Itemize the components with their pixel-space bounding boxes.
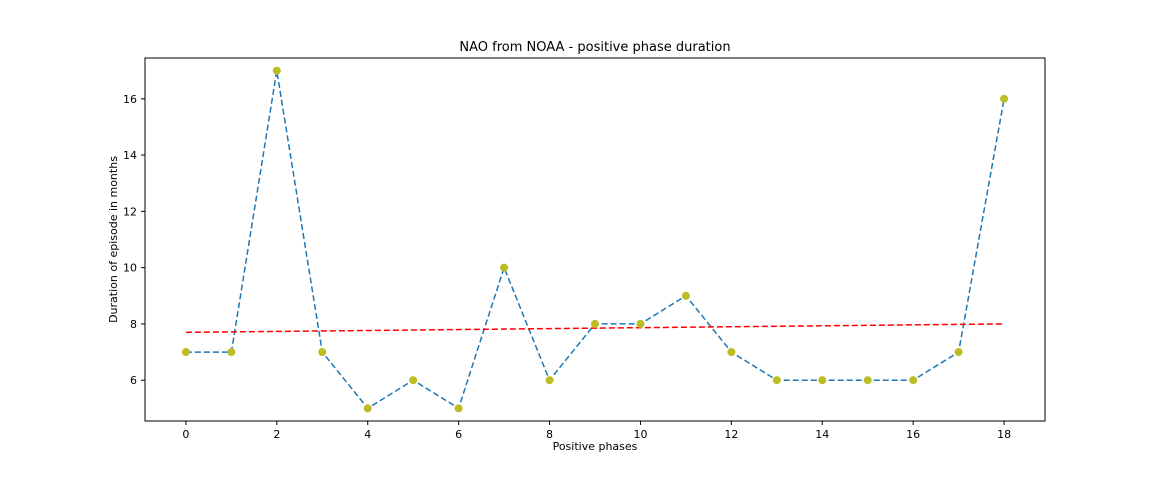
data-point	[727, 348, 736, 357]
y-tick-label: 14	[123, 149, 137, 162]
x-axis: 0 2 4 6 8 10 12 14 16 18	[182, 421, 1011, 441]
data-point	[590, 319, 600, 328]
data-point	[454, 404, 463, 413]
data-point	[818, 376, 827, 385]
data-point	[954, 348, 963, 357]
data-point	[181, 348, 190, 357]
y-tick-label: 10	[123, 262, 137, 275]
x-tick-label: 18	[997, 428, 1011, 441]
series-layer	[181, 66, 1009, 413]
data-point	[545, 376, 554, 385]
data-point	[636, 319, 645, 328]
data-point	[363, 404, 372, 413]
data-point	[500, 263, 509, 272]
y-tick-label: 16	[123, 93, 137, 106]
x-tick-label: 12	[724, 428, 738, 441]
y-axis-label: Duration of episode in months	[107, 156, 120, 323]
x-tick-label: 4	[364, 428, 371, 441]
x-tick-label: 0	[182, 428, 189, 441]
chart-title: NAO from NOAA - positive phase duration	[459, 40, 730, 55]
y-tick-label: 12	[123, 205, 137, 218]
x-tick-label: 6	[455, 428, 462, 441]
data-point	[681, 291, 690, 300]
x-tick-label: 8	[546, 428, 553, 441]
data-point	[772, 376, 781, 385]
x-tick-label: 16	[906, 428, 920, 441]
data-point	[272, 66, 281, 75]
data-point	[863, 376, 872, 385]
x-tick-label: 2	[273, 428, 280, 441]
x-tick-label: 10	[633, 428, 647, 441]
data-point	[409, 376, 418, 385]
data-point	[1000, 94, 1009, 103]
x-axis-label: Positive phases	[553, 440, 638, 453]
data-point	[909, 376, 918, 385]
data-point	[227, 348, 236, 357]
x-tick-label: 14	[815, 428, 829, 441]
data-point	[318, 348, 327, 357]
trend-line	[185, 323, 1005, 334]
plot-area	[144, 57, 1046, 422]
y-axis: 6 8 10 12 14 16	[123, 93, 145, 387]
y-tick-label: 8	[130, 318, 137, 331]
y-tick-label: 6	[130, 374, 137, 387]
